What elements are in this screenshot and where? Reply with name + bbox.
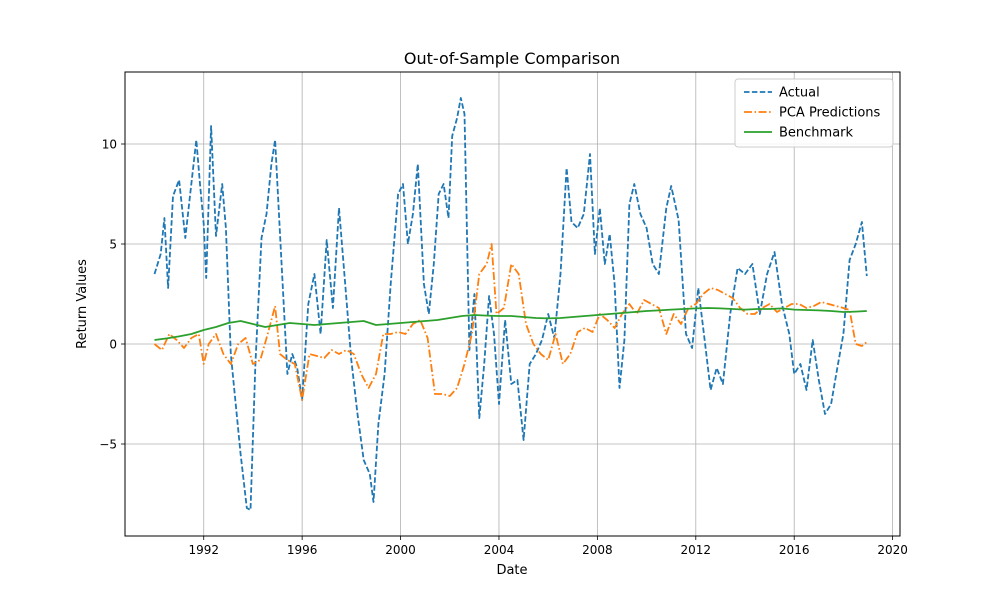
y-tick-label: 0 <box>109 338 117 352</box>
series-line-pca-predictions <box>153 243 868 401</box>
y-tick-label: −5 <box>99 438 117 452</box>
axes-frame <box>124 71 901 537</box>
x-tick-label: 2012 <box>681 543 712 557</box>
x-tick-label: 2016 <box>779 543 810 557</box>
x-tick-label: 2004 <box>484 543 515 557</box>
y-axis-ticks: −5 0 5 10 <box>99 138 125 452</box>
x-tick-label: 1992 <box>188 543 219 557</box>
legend-box <box>734 78 894 148</box>
legend: Actual PCA Predictions Benchmark <box>734 78 894 148</box>
y-tick-label: 10 <box>102 138 117 152</box>
x-tick-label: 2008 <box>582 543 613 557</box>
legend-label-benchmark: Benchmark <box>779 126 854 141</box>
x-axis-label: Date <box>496 563 527 578</box>
x-tick-label: 1996 <box>287 543 318 557</box>
y-tick-label: 5 <box>109 238 117 252</box>
plot-series <box>153 97 868 511</box>
legend-label-pca-predictions: PCA Predictions <box>779 106 881 121</box>
grid <box>125 72 900 536</box>
series-line-benchmark <box>154 307 867 341</box>
x-tick-label: 2020 <box>877 543 908 557</box>
legend-label-actual: Actual <box>779 86 820 101</box>
x-tick-label: 2000 <box>385 543 416 557</box>
chart-title: Out-of-Sample Comparison <box>404 49 620 68</box>
series-line-actual <box>153 97 868 511</box>
x-axis-ticks: 1992 1996 2000 2004 2008 2012 2016 2020 <box>188 536 908 557</box>
y-axis-label: Return Values <box>75 259 90 349</box>
